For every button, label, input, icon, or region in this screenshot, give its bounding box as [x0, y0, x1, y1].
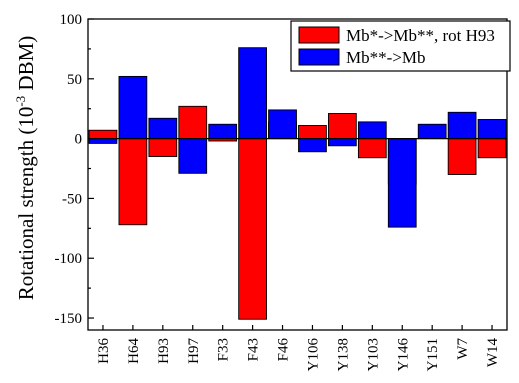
bar-red-y106 — [298, 125, 327, 140]
bar-blue-h36 — [88, 138, 118, 144]
x-tick-label: F33 — [216, 338, 232, 361]
plot-frame — [87, 18, 508, 331]
x-tick-label: Y151 — [425, 338, 441, 371]
legend-swatch-red — [298, 26, 340, 44]
bar-blue-h64 — [118, 75, 148, 140]
bar-red-h93 — [148, 138, 178, 158]
x-tick-label: H93 — [156, 338, 172, 364]
legend: Mb*->Mb**, rot H93 Mb**->Mb — [290, 20, 511, 72]
bar-blue-f43 — [238, 47, 267, 140]
x-tick-label: H64 — [126, 338, 142, 364]
y-tick-label: 100 — [60, 12, 83, 28]
bar-blue-w7 — [447, 111, 477, 140]
legend-label-blue: Mb**->Mb — [346, 48, 425, 67]
x-tick-label: Y106 — [305, 338, 321, 372]
x-tick-label: F43 — [246, 338, 262, 361]
bar-red-y103 — [357, 138, 387, 159]
bar-blue-y103 — [357, 121, 387, 140]
x-tick-label: Y138 — [335, 338, 351, 371]
y-ticks-group: 100 50 0 -50 -100 -150 — [55, 12, 94, 327]
bar-red-h36 — [88, 129, 118, 140]
y-tick-label: -50 — [62, 191, 82, 207]
bar-red-w7 — [447, 138, 477, 175]
bar-red-y138 — [328, 113, 357, 140]
x-tick-label: W7 — [455, 338, 471, 360]
bar-blue-y151 — [417, 123, 447, 140]
bar-blue-y106 — [298, 138, 327, 153]
bar-red-h97 — [178, 105, 208, 140]
x-tick-label: H97 — [186, 338, 202, 364]
y-tick-label: -100 — [55, 251, 83, 267]
y-tick-label: 50 — [67, 72, 82, 88]
bar-red-f43 — [238, 138, 267, 320]
x-tick-label: Y103 — [365, 338, 381, 371]
legend-swatch-blue — [298, 48, 340, 66]
y-axis-label: Rotational strength (10-3 DBM) — [13, 36, 38, 301]
x-ticks-group: H36 H64 H93 H97 F33 F43 F46 Y106 Y138 Y103 Y146 Y15… — [96, 325, 501, 371]
x-tick-label: Y146 — [395, 338, 411, 372]
x-tick-label: W14 — [485, 338, 501, 368]
bars-group — [88, 47, 507, 320]
bar-blue-h97 — [178, 138, 208, 174]
y-tick-label: -150 — [55, 311, 83, 327]
y-tick-label: 0 — [75, 132, 83, 148]
bar-red-h64 — [118, 138, 148, 226]
bar-red-w14 — [477, 138, 507, 159]
legend-label-red: Mb*->Mb**, rot H93 — [346, 26, 495, 45]
x-tick-label: H36 — [96, 338, 112, 364]
bar-blue-y146 — [387, 138, 417, 228]
bar-blue-f46 — [268, 109, 297, 140]
bar-blue-h93 — [148, 117, 178, 140]
bar-blue-f33 — [208, 123, 238, 140]
x-tick-label: F46 — [276, 338, 292, 362]
bar-blue-w14 — [477, 119, 507, 140]
bar-blue-y138 — [328, 138, 357, 147]
